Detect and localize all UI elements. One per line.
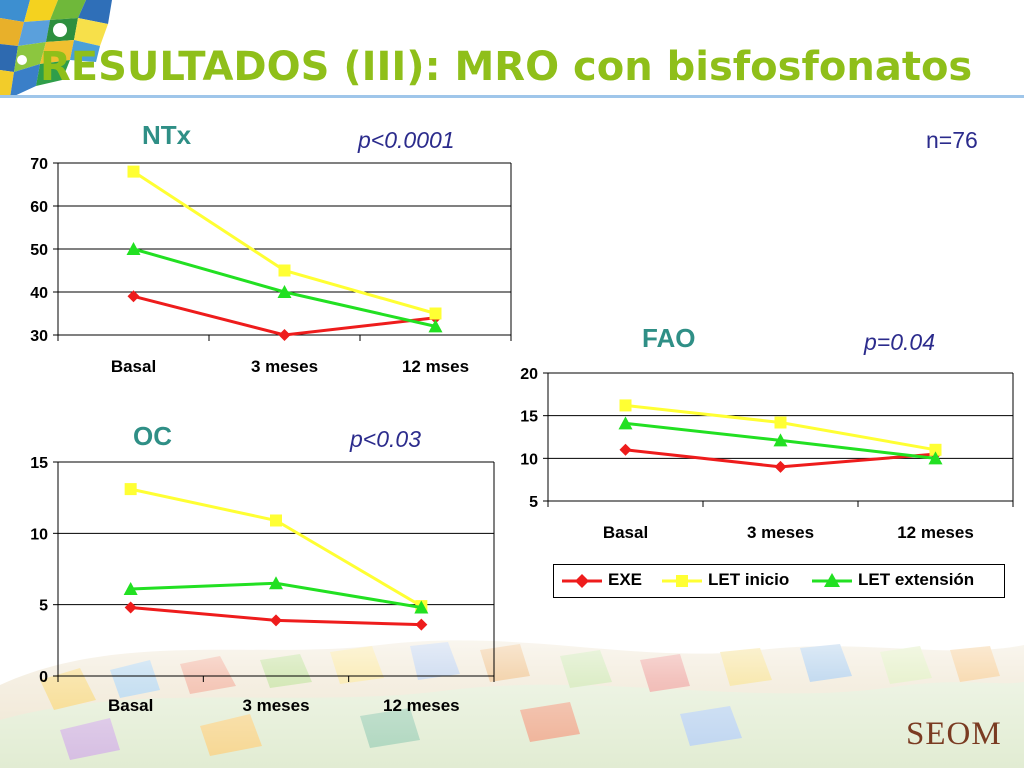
chart-title-oc: OC xyxy=(133,421,172,451)
p-value-oc: p<0.03 xyxy=(350,426,421,452)
ntx-ytick-label: 30 xyxy=(30,328,48,345)
fao-category-label: 3 meses xyxy=(747,523,814,542)
oc-point-let-extension xyxy=(269,576,283,590)
oc-point-let-inicio xyxy=(124,483,137,496)
chart-title-ntx: NTx xyxy=(142,120,192,150)
ntx-category-label: 12 mses xyxy=(402,357,469,376)
fao-point-let-inicio xyxy=(929,443,942,456)
ntx-point-exe xyxy=(278,329,291,341)
legend-label-exe: EXE xyxy=(608,570,643,589)
oc-point-let-inicio xyxy=(270,514,282,527)
seom-logo: SEOM xyxy=(906,716,1002,752)
ntx-point-let-inicio xyxy=(127,165,140,178)
fao-point-let-extension xyxy=(618,416,633,430)
legend-marker-let-inicio xyxy=(662,575,702,587)
ntx-ytick-label: 60 xyxy=(30,199,48,216)
fao-ytick-label: 15 xyxy=(520,409,538,426)
fao-point-let-inicio xyxy=(774,416,787,429)
ntx-point-let-extension xyxy=(277,285,292,298)
ntx-point-let-extension xyxy=(126,242,141,255)
oc-point-exe xyxy=(415,618,428,631)
p-value-fao: p=0.04 xyxy=(864,329,935,355)
legend-label-let-extension: LET extensión xyxy=(858,570,975,589)
oc-point-let-extension xyxy=(414,600,429,614)
mosaic-decoration xyxy=(0,0,112,98)
ntx-ytick-label: 70 xyxy=(30,156,48,173)
ntx-category-label: 3 meses xyxy=(251,357,318,376)
oc-ytick-label: 0 xyxy=(39,669,48,686)
ntx-point-let-extension xyxy=(428,319,443,333)
sample-size-label: n=76 xyxy=(926,127,978,153)
oc-category-label: 12 meses xyxy=(383,696,460,715)
fao-point-let-extension xyxy=(928,451,943,465)
ntx-point-exe xyxy=(127,290,140,303)
oc-category-label: 3 meses xyxy=(242,696,309,715)
ntx-ytick-label: 40 xyxy=(30,285,48,302)
fao-point-exe xyxy=(619,443,632,456)
slide-title: RESULTADOS (III): MRO con bisfosfonatos xyxy=(40,44,973,90)
chart-title-fao: FAO xyxy=(642,323,696,353)
ntx-point-let-inicio xyxy=(278,264,291,277)
fao-point-let-extension xyxy=(773,433,788,447)
oc-ytick-label: 5 xyxy=(39,598,48,615)
bottom-mosaic-decoration xyxy=(0,590,1024,768)
legend-label-let-inicio: LET inicio xyxy=(708,570,790,589)
ntx-point-let-inicio xyxy=(429,307,442,320)
oc-point-let-extension xyxy=(123,581,138,595)
chart-legend: EXE LET inicio LET extensión xyxy=(553,564,1005,598)
fao-point-let-inicio xyxy=(619,399,632,412)
oc-ytick-label: 10 xyxy=(30,526,48,543)
fao-ytick-label: 5 xyxy=(529,494,538,511)
fao-point-exe xyxy=(774,460,787,473)
oc-point-exe xyxy=(124,601,137,614)
oc-category-label: Basal xyxy=(108,696,153,715)
fao-category-label: 12 meses xyxy=(897,523,974,542)
fao-ytick-label: 20 xyxy=(520,366,538,383)
fao-category-label: Basal xyxy=(603,523,648,542)
oc-ytick-label: 15 xyxy=(30,455,48,472)
title-divider xyxy=(0,95,1024,98)
legend-marker-exe xyxy=(562,574,602,588)
legend-marker-let-extension xyxy=(812,573,852,587)
ntx-ytick-label: 50 xyxy=(30,242,48,259)
ntx-category-label: Basal xyxy=(111,357,156,376)
p-value-ntx: p<0.0001 xyxy=(358,127,455,153)
fao-ytick-label: 10 xyxy=(520,451,538,468)
oc-point-exe xyxy=(270,614,282,627)
